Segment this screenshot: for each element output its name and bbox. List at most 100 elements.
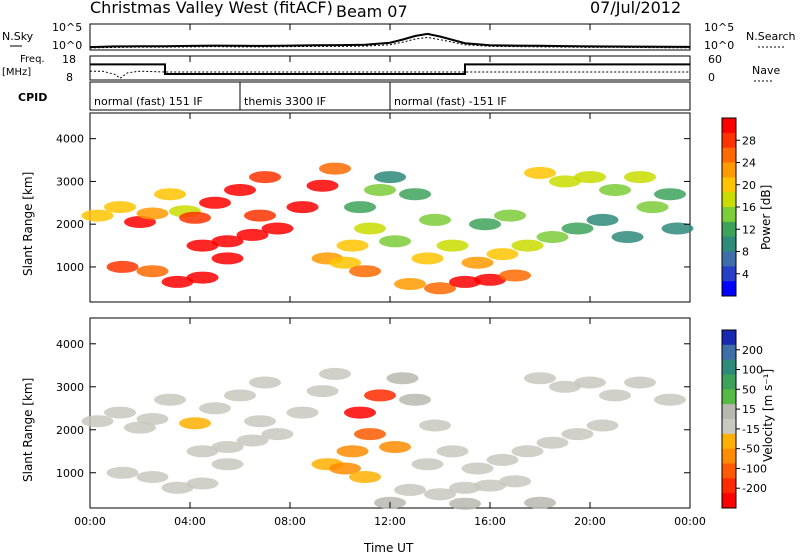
heat-cell bbox=[561, 428, 594, 441]
heat-cell bbox=[499, 269, 531, 282]
colorbar-tick-label: 15 bbox=[742, 403, 756, 416]
colorbar-tick-label: 20 bbox=[742, 179, 756, 192]
heat-cell bbox=[211, 458, 244, 471]
colorbar-tick-label: 200 bbox=[742, 344, 763, 357]
heat-cell bbox=[261, 428, 294, 441]
heat-cell bbox=[249, 376, 281, 389]
sky-right-tick-top: 10^5 bbox=[704, 21, 734, 34]
heat-cell bbox=[661, 222, 694, 235]
colorbar-swatch bbox=[722, 419, 736, 435]
colorbar-swatch bbox=[722, 177, 736, 193]
freq-lines bbox=[90, 63, 690, 80]
heat-cell bbox=[624, 171, 656, 184]
heat-cell bbox=[586, 419, 619, 432]
heat-cell bbox=[249, 171, 281, 184]
heat-cell bbox=[449, 481, 481, 494]
velocity-yticks: 4000 3000 2000 1000 bbox=[56, 338, 690, 480]
heat-cell bbox=[436, 239, 469, 252]
heat-cell bbox=[186, 445, 219, 458]
heat-cell bbox=[636, 201, 669, 214]
heat-cell bbox=[306, 385, 339, 398]
velocity-colorbar: 200 100 50 15 -15 -50 -100 -200 bbox=[721, 329, 767, 509]
range-tick-label: 4000 bbox=[56, 133, 84, 146]
heat-cell bbox=[379, 235, 411, 248]
time-tick-label: 16:00 bbox=[474, 515, 506, 528]
heat-cell bbox=[224, 389, 256, 402]
colorbar-swatch bbox=[722, 147, 736, 163]
colorbar-swatch bbox=[722, 374, 736, 390]
heat-cell bbox=[319, 162, 351, 175]
time-tick-label: 12:00 bbox=[374, 515, 406, 528]
heat-cell bbox=[286, 406, 319, 419]
colorbar-tick-label: 100 bbox=[742, 364, 763, 377]
velocity-range-axis-label: Slant Range [km] bbox=[21, 378, 35, 482]
colorbar-tick-label: 24 bbox=[742, 157, 756, 170]
heat-cell bbox=[599, 184, 631, 196]
heat-cell bbox=[654, 188, 686, 201]
colorbar-frame bbox=[721, 329, 737, 509]
heat-cell bbox=[336, 239, 369, 252]
sky-right-tick-bottom: 10^0 bbox=[704, 39, 734, 52]
heat-cell bbox=[394, 278, 426, 290]
heat-cell bbox=[524, 166, 556, 179]
colorbar-tick-label: -100 bbox=[742, 462, 767, 475]
cpid-segments: normal (fast) 151 IF themis 3300 IF normal… bbox=[94, 82, 507, 110]
heat-cell bbox=[411, 252, 444, 265]
heat-cell bbox=[364, 184, 396, 196]
nave-label: Nave bbox=[752, 64, 780, 77]
heat-cell bbox=[419, 213, 451, 226]
time-tick-label: 00:00 bbox=[74, 515, 106, 528]
heat-cell bbox=[329, 256, 361, 269]
colorbar-swatch bbox=[722, 330, 736, 346]
freq-left-label-1: Freq. bbox=[20, 54, 45, 65]
heat-cell bbox=[524, 372, 556, 385]
heat-cell bbox=[211, 235, 244, 248]
heat-cell bbox=[161, 481, 194, 494]
heat-cell bbox=[104, 406, 136, 419]
heat-cell bbox=[236, 434, 269, 447]
heat-cell bbox=[536, 436, 569, 449]
freq-right-tick-bottom: 0 bbox=[708, 71, 715, 84]
time-tick-label: 00:00 bbox=[674, 515, 706, 528]
colorbar-swatch bbox=[722, 478, 736, 494]
colorbar-swatch bbox=[722, 344, 736, 361]
heat-cell bbox=[586, 213, 619, 226]
colorbar-swatch bbox=[722, 359, 736, 375]
heat-cell bbox=[344, 201, 376, 214]
heat-cell bbox=[524, 496, 556, 509]
freq-left-tick-top: 18 bbox=[62, 53, 76, 66]
colorbar-tick-label: -50 bbox=[742, 443, 760, 456]
heat-cell bbox=[319, 367, 351, 380]
heat-cell bbox=[136, 265, 169, 278]
range-tick-label: 1000 bbox=[56, 467, 84, 480]
power-colorbar: 28 24 20 16 12 8 4 bbox=[721, 117, 756, 297]
heat-cell bbox=[81, 209, 114, 222]
heat-cell bbox=[536, 231, 569, 243]
heat-cell bbox=[474, 479, 506, 492]
colorbar-tick-label: 4 bbox=[742, 268, 749, 281]
heat-cell bbox=[106, 466, 139, 479]
heat-cell bbox=[379, 441, 411, 453]
time-axis-ticks: 00:00 04:00 08:00 12:00 16:00 20:00 00:00 bbox=[74, 24, 706, 528]
heat-cell bbox=[186, 271, 219, 284]
heat-cell bbox=[474, 273, 506, 286]
date-label: 07/Jul/2012 bbox=[590, 0, 681, 17]
velocity-colorbar-label: Velocity [m s⁻¹] bbox=[761, 369, 775, 462]
heat-cell bbox=[654, 393, 686, 406]
heat-cell bbox=[419, 419, 451, 432]
heat-cell bbox=[106, 260, 139, 273]
range-tick-label: 3000 bbox=[56, 381, 84, 394]
colorbar-swatch bbox=[722, 236, 736, 252]
cpid-segment-label: normal (fast) -151 IF bbox=[394, 95, 507, 108]
colorbar-tick-label: 8 bbox=[742, 246, 749, 259]
heat-cell bbox=[549, 175, 581, 188]
heat-cell bbox=[511, 239, 544, 252]
heat-cell bbox=[449, 497, 481, 510]
heat-cell bbox=[186, 477, 219, 490]
range-tick-label: 4000 bbox=[56, 338, 84, 351]
heat-cell bbox=[354, 222, 386, 235]
heat-cell bbox=[244, 209, 276, 222]
power-yticks: 4000 3000 2000 1000 bbox=[56, 133, 690, 274]
heat-cell bbox=[386, 372, 419, 385]
heat-cell bbox=[511, 445, 544, 458]
